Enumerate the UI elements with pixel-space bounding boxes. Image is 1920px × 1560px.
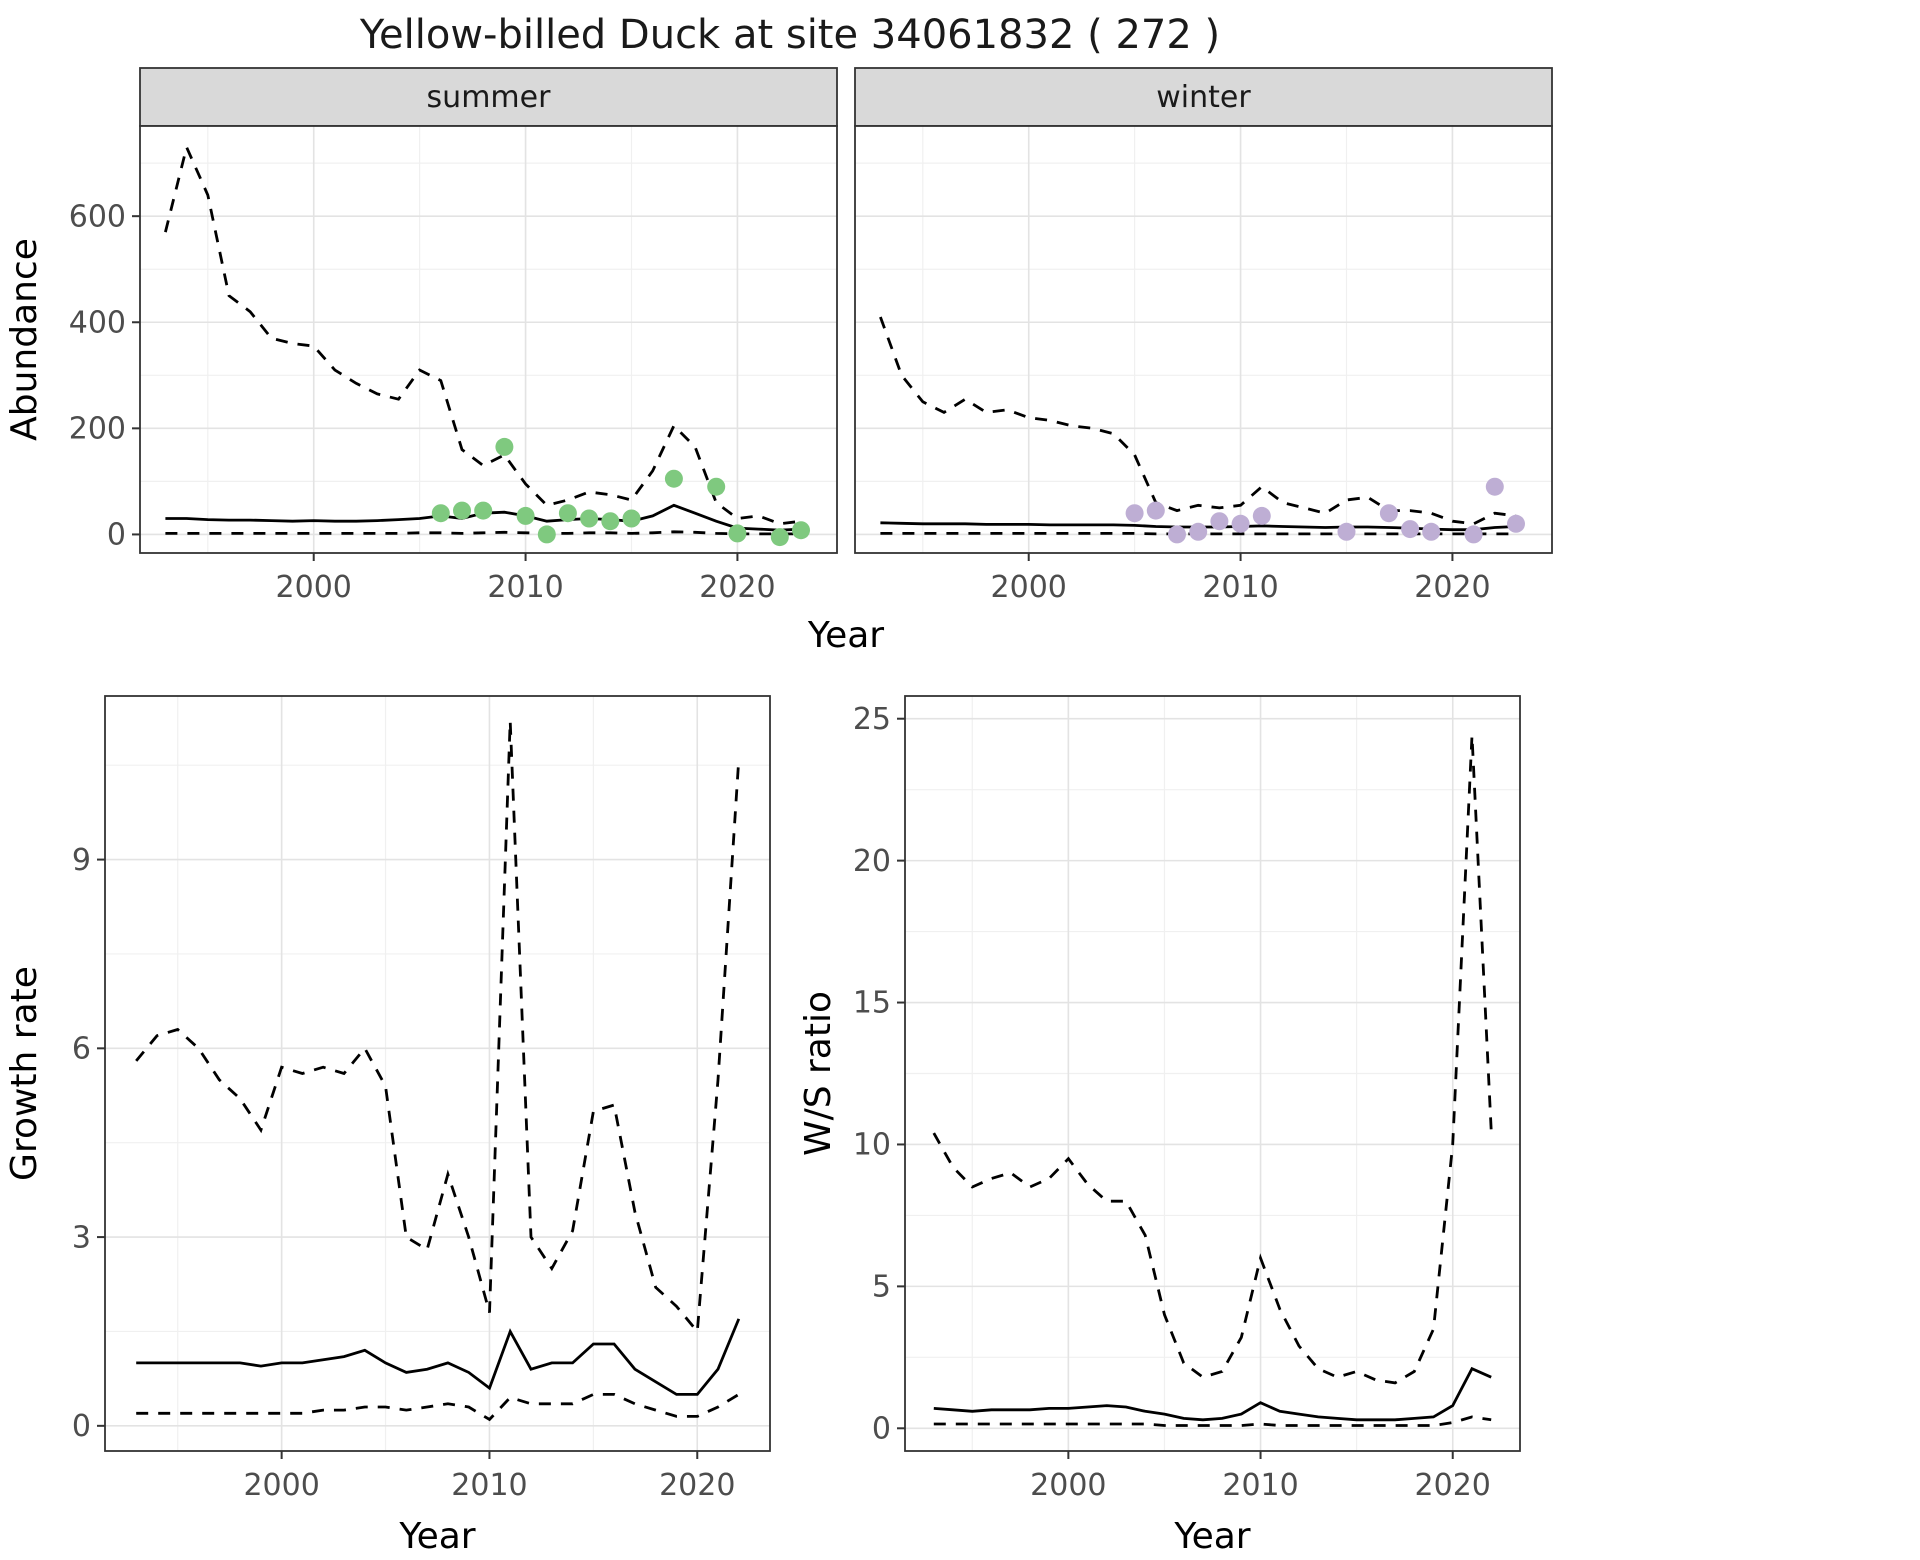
x-tick-label: 2020: [659, 1468, 735, 1503]
y-tick-label: 9: [72, 843, 91, 878]
abundance-summer-panel-bg: [140, 126, 837, 553]
x-tick-label: 2000: [276, 570, 352, 605]
x-tick-label: 2010: [1202, 570, 1278, 605]
y-tick-label: 15: [853, 986, 891, 1021]
winter-observed-point: [1168, 525, 1186, 544]
growth-rate-x-axis-label: Year: [398, 1516, 475, 1557]
growth-rate-series-layer: [135, 721, 741, 1422]
winter-observed-point: [1252, 506, 1271, 525]
ws-ratio-chart-svg: W/S ratio 2000 2010 2020 0 5 10 15 20 25 Year: [800, 695, 1521, 1557]
ws-ratio-lower-ci-line: [933, 1415, 1492, 1427]
x-tick-label: 2020: [1414, 570, 1490, 605]
y-tick-label: 0: [872, 1411, 891, 1446]
summer-observed-point: [728, 524, 747, 543]
y-tick-label: 400: [69, 305, 126, 340]
summer-observed-point: [516, 506, 535, 525]
summer-observed-point: [664, 469, 683, 488]
y-tick-label: 6: [72, 1032, 91, 1067]
winter-observed-point: [1464, 525, 1483, 544]
winter-observed-point: [1379, 504, 1398, 523]
abundance-facet-chart: Abundance summer 2000 2010 2020 0 200 400 600 win…: [0, 62, 1580, 660]
winter-observed-point: [1210, 512, 1229, 531]
ws-ratio-y-axis-label: W/S ratio: [800, 991, 839, 1156]
facet-strip-summer: [139, 67, 838, 127]
growth-rate-chart: Growth rate 2000 2010 2020 0 3 6 9 Year: [0, 684, 790, 1560]
abundance-y-axis-label: Abundance: [4, 238, 45, 441]
abundance-chart-svg: Abundance summer 2000 2010 2020 0 200 400 600 win…: [4, 67, 1553, 656]
growth-rate-median-line: [136, 1318, 741, 1396]
summer-observed-point: [707, 477, 726, 496]
x-tick-label: 2010: [451, 1468, 527, 1503]
x-tick-label: 2020: [699, 570, 775, 605]
x-tick-label: 2020: [1415, 1468, 1491, 1503]
winter-observed-point: [1125, 504, 1144, 523]
y-tick-label: 0: [107, 518, 126, 553]
summer-observed-point: [601, 512, 620, 531]
y-tick-label: 0: [72, 1409, 91, 1444]
summer-observed-point: [431, 504, 450, 523]
growth-rate-panel-bg: [105, 696, 770, 1451]
y-tick-label: 200: [69, 412, 126, 447]
bottom-row: Growth rate 2000 2010 2020 0 3 6 9 Year W/S rati…: [0, 684, 1580, 1560]
abundance-x-axis-label: Year: [807, 615, 884, 656]
ws-ratio-x-axis-label: Year: [1173, 1516, 1250, 1557]
y-tick-label: 600: [69, 199, 126, 234]
y-tick-label: 20: [853, 844, 891, 879]
winter-observed-point: [1231, 514, 1250, 533]
x-tick-label: 2010: [487, 570, 563, 605]
winter-observed-point: [1401, 520, 1420, 539]
x-tick-label: 2000: [991, 570, 1067, 605]
winter-observed-point: [1422, 522, 1441, 541]
summer-observed-point: [622, 509, 641, 528]
chart-title: Yellow-billed Duck at site 34061832 ( 27…: [359, 12, 1221, 58]
facet-strip-winter: [854, 67, 1553, 127]
abundance-summer-lower-ci-line: [165, 530, 801, 536]
abundance-winter-series-layer: [879, 316, 1525, 544]
y-tick-label: 10: [853, 1128, 891, 1163]
facet-strip-label-summer: summer: [427, 80, 552, 115]
figure: Yellow-billed Duck at site 34061832 ( 27…: [0, 12, 1580, 1560]
growth-rate-upper-ci-line: [135, 721, 741, 1336]
winter-observed-point: [1485, 477, 1504, 496]
winter-observed-points: [1125, 477, 1525, 544]
growth-rate-y-axis-label: Growth rate: [4, 966, 45, 1181]
ws-ratio-panel-border: [904, 695, 1521, 1452]
x-tick-label: 2010: [1222, 1468, 1298, 1503]
winter-observed-point: [1146, 501, 1165, 520]
growth-rate-panel-border: [104, 695, 771, 1452]
abundance-summer-panel-border: [139, 125, 838, 554]
growth-rate-chart-svg: Growth rate 2000 2010 2020 0 3 6 9 Year: [4, 695, 771, 1557]
y-tick-label: 5: [872, 1270, 891, 1305]
summer-observed-point: [453, 501, 471, 520]
summer-observed-point: [495, 437, 514, 456]
summer-observed-point: [580, 509, 599, 528]
abundance-winter-panel-bg: [855, 126, 1552, 553]
abundance-winter-panel-border: [854, 125, 1553, 554]
y-tick-label: 3: [72, 1220, 91, 1255]
winter-observed-point: [1507, 514, 1525, 533]
summer-observed-point: [558, 504, 577, 523]
x-tick-label: 2000: [1030, 1468, 1106, 1503]
facet-strip-label-winter: winter: [1156, 80, 1251, 115]
abundance-winter-upper-ci-line: [879, 316, 1517, 526]
summer-observed-points: [431, 437, 810, 547]
y-tick-label: 25: [853, 702, 891, 737]
winter-observed-point: [1189, 522, 1208, 541]
winter-observed-point: [1337, 522, 1356, 541]
ws-ratio-median-line: [933, 1366, 1492, 1422]
summer-observed-point: [770, 528, 789, 547]
summer-observed-point: [474, 501, 493, 520]
summer-observed-point: [537, 525, 556, 544]
ws-ratio-chart: W/S ratio 2000 2010 2020 0 5 10 15 20 25 Year: [800, 684, 1540, 1560]
summer-observed-point: [792, 521, 810, 540]
ws-ratio-upper-ci-line: [932, 735, 1493, 1385]
abundance-summer-series-layer: [164, 142, 810, 547]
x-tick-label: 2000: [243, 1468, 319, 1503]
ws-ratio-series-layer: [932, 735, 1493, 1427]
